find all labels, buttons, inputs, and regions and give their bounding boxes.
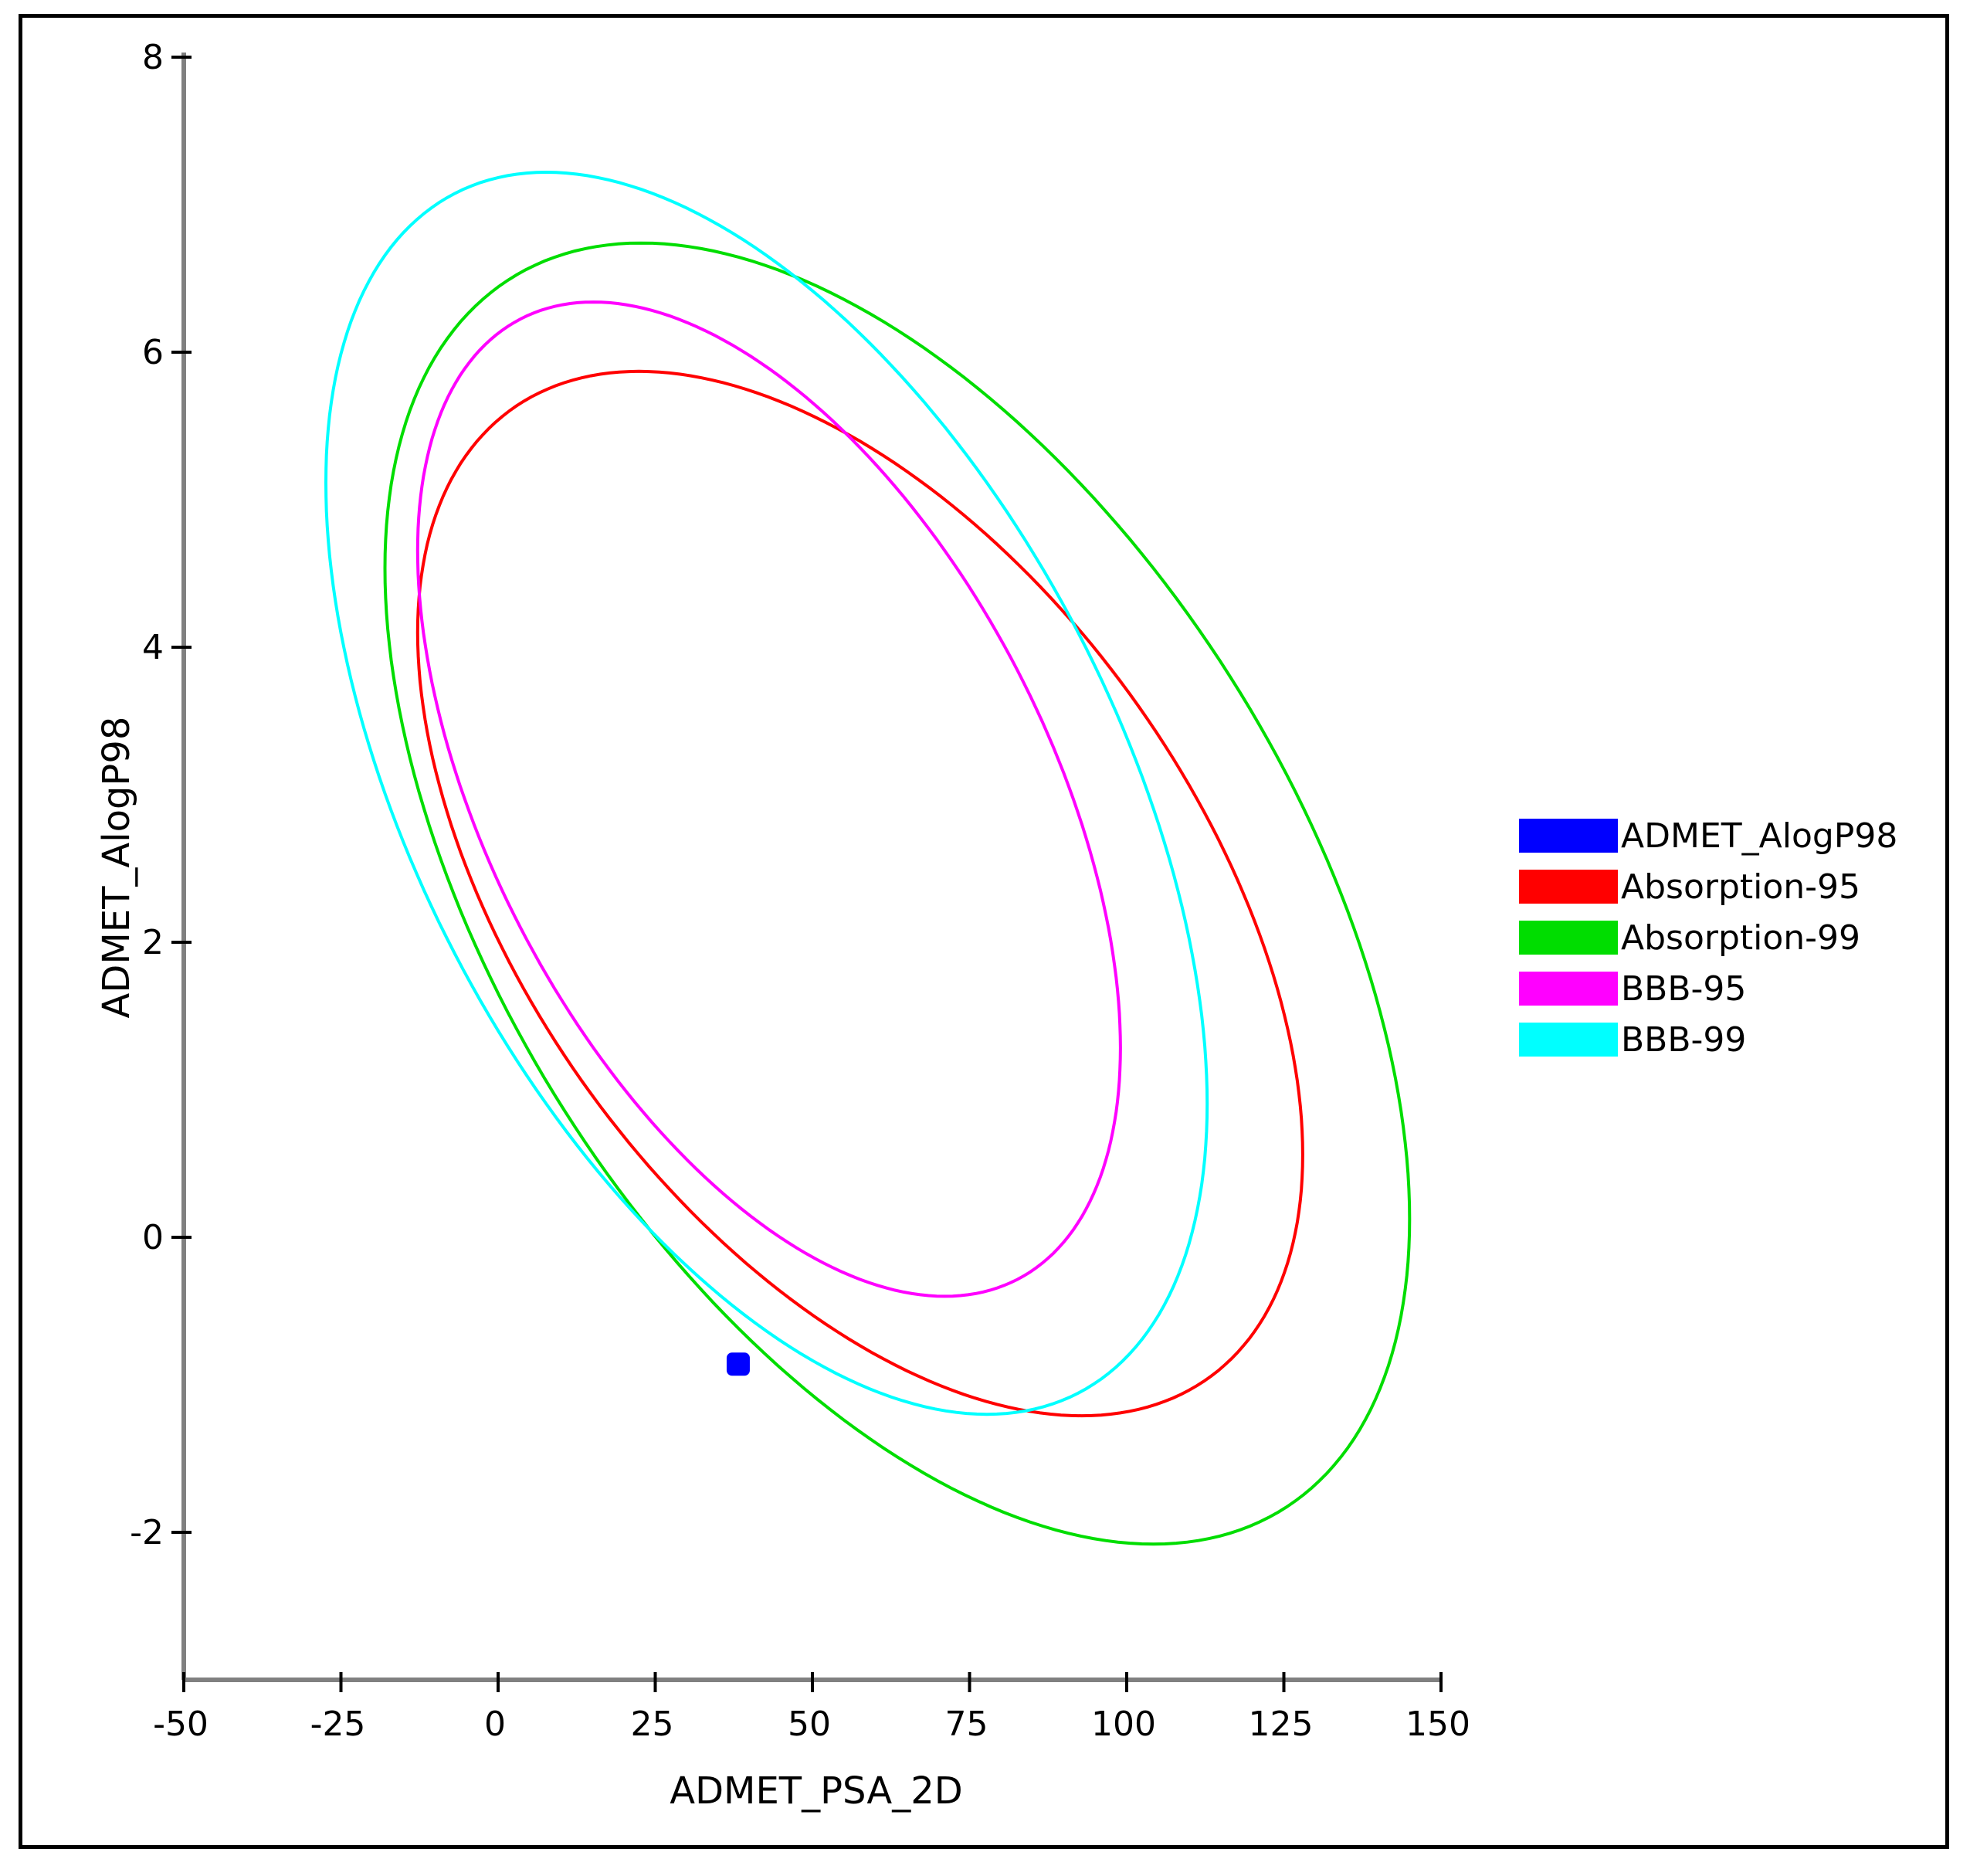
legend-swatch <box>1519 819 1618 853</box>
y-tick-label: 0 <box>142 1218 164 1257</box>
x-tick-label: -25 <box>310 1705 366 1744</box>
legend-swatch <box>1519 972 1618 1006</box>
axes-layer: -2 0 2 4 6 8 -50 -25 0 25 50 75 100 125 150 <box>130 38 1470 1744</box>
x-axis-title: ADMET_PSA_2D <box>670 1769 963 1813</box>
ellipse-absorption-95 <box>415 369 1304 1418</box>
x-tick-label: 50 <box>788 1705 831 1744</box>
x-tick-label: 125 <box>1249 1705 1314 1744</box>
ellipse-absorption-99 <box>383 241 1412 1546</box>
legend-label: BBB-95 <box>1621 969 1746 1009</box>
points-layer <box>726 1352 750 1376</box>
legend: ADMET_AlogP98 Absorption-95 Absorption-99 B… <box>1519 816 1897 1060</box>
y-axis-title: ADMET_AlogP98 <box>95 717 138 1019</box>
ellipse-bbb-95 <box>415 300 1122 1298</box>
chart-frame: -2 0 2 4 6 8 -50 -25 0 25 50 75 100 125 150 ADMET_PSA_… <box>19 14 1949 1849</box>
legend-swatch <box>1519 1023 1618 1057</box>
legend-swatch <box>1519 870 1618 904</box>
x-tick-label: 150 <box>1405 1705 1470 1744</box>
x-tick-label: 100 <box>1091 1705 1156 1744</box>
legend-label: BBB-99 <box>1621 1020 1746 1060</box>
y-tick-label: 6 <box>142 333 164 372</box>
legend-swatch <box>1519 921 1618 955</box>
data-point <box>726 1352 750 1376</box>
legend-label: Absorption-99 <box>1621 918 1860 958</box>
y-tick-label: 4 <box>142 628 164 667</box>
chart-svg: -2 0 2 4 6 8 -50 -25 0 25 50 75 100 125 150 ADMET_PSA_… <box>95 38 1897 1813</box>
legend-label: ADMET_AlogP98 <box>1621 816 1897 856</box>
y-tick-label: 8 <box>142 38 164 77</box>
x-tick-label: 25 <box>631 1705 674 1744</box>
ellipse-bbb-99 <box>324 170 1209 1416</box>
y-tick-label: -2 <box>130 1513 164 1552</box>
y-tick-label: 2 <box>142 923 164 962</box>
x-tick-label: -50 <box>153 1705 209 1744</box>
ellipses-layer <box>324 170 1412 1546</box>
legend-label: Absorption-95 <box>1621 867 1860 907</box>
x-tick-label: 0 <box>484 1705 506 1744</box>
x-tick-label: 75 <box>945 1705 988 1744</box>
